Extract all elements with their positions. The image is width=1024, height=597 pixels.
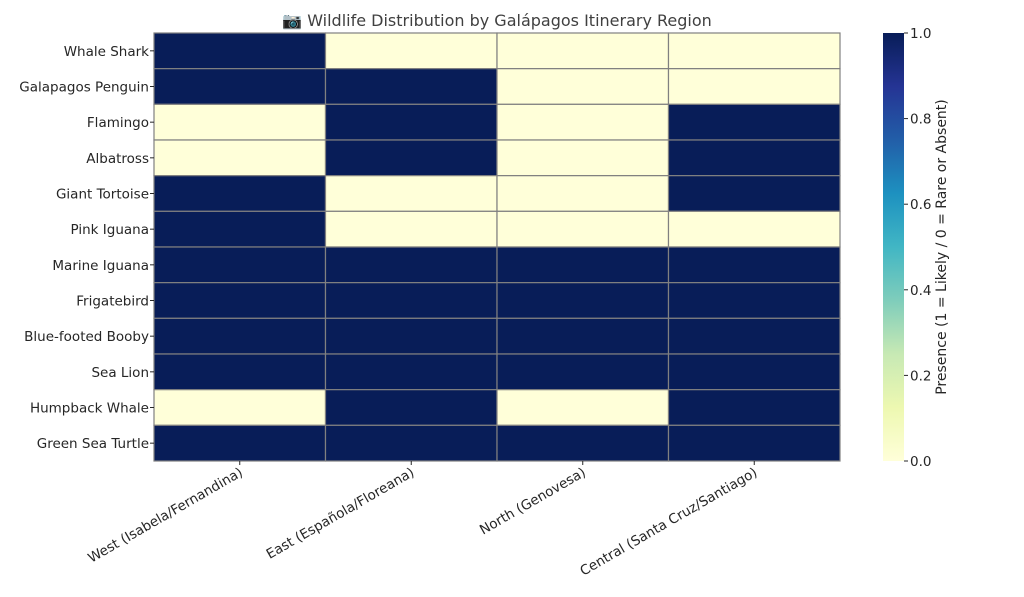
heatmap-cell — [496, 175, 670, 212]
heatmap-cell — [667, 210, 841, 248]
heatmap-cell — [667, 103, 841, 141]
colorbar-tick-label: 0.4 — [910, 283, 931, 299]
heatmap-cell — [153, 139, 327, 177]
colorbar-tick-label: 0.8 — [910, 112, 931, 128]
heatmap-cell — [153, 389, 327, 426]
colorbar-tick-label: 1.0 — [910, 26, 931, 42]
heatmap-cell — [153, 68, 327, 105]
colorbar-ticks: 0.0 0.2 0.4 0.6 0.8 1.0 — [904, 26, 931, 470]
y-tick-label: Albatross — [86, 151, 149, 167]
heatmap-cell — [496, 210, 670, 248]
heatmap-cell — [667, 317, 841, 355]
heatmap-cell — [324, 282, 498, 319]
y-tick-label: Flamingo — [87, 115, 149, 131]
x-tick-label: East (Española/Floreana) — [264, 465, 418, 563]
y-tick-label: Humpback Whale — [30, 401, 149, 417]
y-tick-label: Frigatebird — [76, 294, 149, 310]
heatmap-cell — [153, 424, 327, 462]
heatmap-cell — [324, 424, 498, 462]
heatmap-cell — [324, 353, 498, 391]
heatmap-cell — [667, 424, 841, 462]
heatmap-cell — [324, 389, 498, 426]
heatmap-cell — [324, 103, 498, 141]
colorbar-gradient — [883, 33, 904, 461]
y-tick-label: Whale Shark — [64, 44, 149, 60]
heatmap-cell — [667, 32, 841, 70]
heatmap-cell — [667, 246, 841, 284]
y-tick-label: Blue-footed Booby — [24, 329, 149, 345]
y-tick-label: Pink Iguana — [71, 222, 149, 238]
heatmap-cell — [153, 246, 327, 284]
heatmap-cell — [496, 424, 670, 462]
heatmap-cell — [496, 389, 670, 426]
x-tick-label: West (Isabela/Fernandina) — [85, 465, 245, 567]
x-tick-label: Central (Santa Cruz/Santiago) — [577, 465, 760, 580]
heatmap-cells — [153, 32, 841, 462]
chart-title: 📷 Wildlife Distribution by Galápagos Iti… — [282, 11, 712, 30]
heatmap-cell — [496, 246, 670, 284]
heatmap-cell — [496, 317, 670, 355]
heatmap-cell — [153, 175, 327, 212]
heatmap-cell — [496, 282, 670, 319]
heatmap-cell — [667, 175, 841, 212]
heatmap-cell — [496, 139, 670, 177]
heatmap-cell — [324, 139, 498, 177]
heatmap-cell — [667, 68, 841, 105]
heatmap-cell — [153, 32, 327, 70]
heatmap-cell — [153, 103, 327, 141]
heatmap-cell — [324, 317, 498, 355]
heatmap-cell — [324, 175, 498, 212]
heatmap-cell — [324, 246, 498, 284]
x-tick-label: North (Genovesa) — [477, 465, 589, 539]
y-tick-label: Marine Iguana — [52, 258, 149, 274]
heatmap-cell — [496, 353, 670, 391]
heatmap-cell — [324, 68, 498, 105]
heatmap-cell — [153, 282, 327, 319]
heatmap-cell — [667, 282, 841, 319]
colorbar-tick-label: 0.6 — [910, 197, 931, 213]
colorbar-tick-label: 0.0 — [910, 454, 931, 470]
heatmap-cell — [153, 317, 327, 355]
heatmap-cell — [496, 103, 670, 141]
heatmap-cell — [324, 210, 498, 248]
heatmap-cell — [324, 32, 498, 70]
y-tick-label: Green Sea Turtle — [37, 436, 149, 452]
heatmap-cell — [153, 210, 327, 248]
colorbar-tick-label: 0.2 — [910, 368, 931, 384]
heatmap-cell — [667, 353, 841, 391]
heatmap-cell — [153, 353, 327, 391]
heatmap-cell — [667, 389, 841, 426]
colorbar: 0.0 0.2 0.4 0.6 0.8 1.0 Presence (1 = Likely … — [883, 26, 950, 470]
y-tick-label: Sea Lion — [91, 365, 149, 381]
colorbar-label: Presence (1 = Likely / 0 = Rare or Absen… — [934, 99, 950, 395]
heatmap-cell — [667, 139, 841, 177]
y-tick-label: Giant Tortoise — [56, 187, 149, 203]
y-tick-label: Galapagos Penguin — [19, 80, 149, 96]
y-axis-labels: Whale Shark Galapagos Penguin Flamingo Alba… — [19, 44, 154, 452]
heatmap-cell — [496, 68, 670, 105]
heatmap-cell — [496, 32, 670, 70]
x-axis-labels: West (Isabela/Fernandina) East (Española/… — [85, 461, 760, 579]
